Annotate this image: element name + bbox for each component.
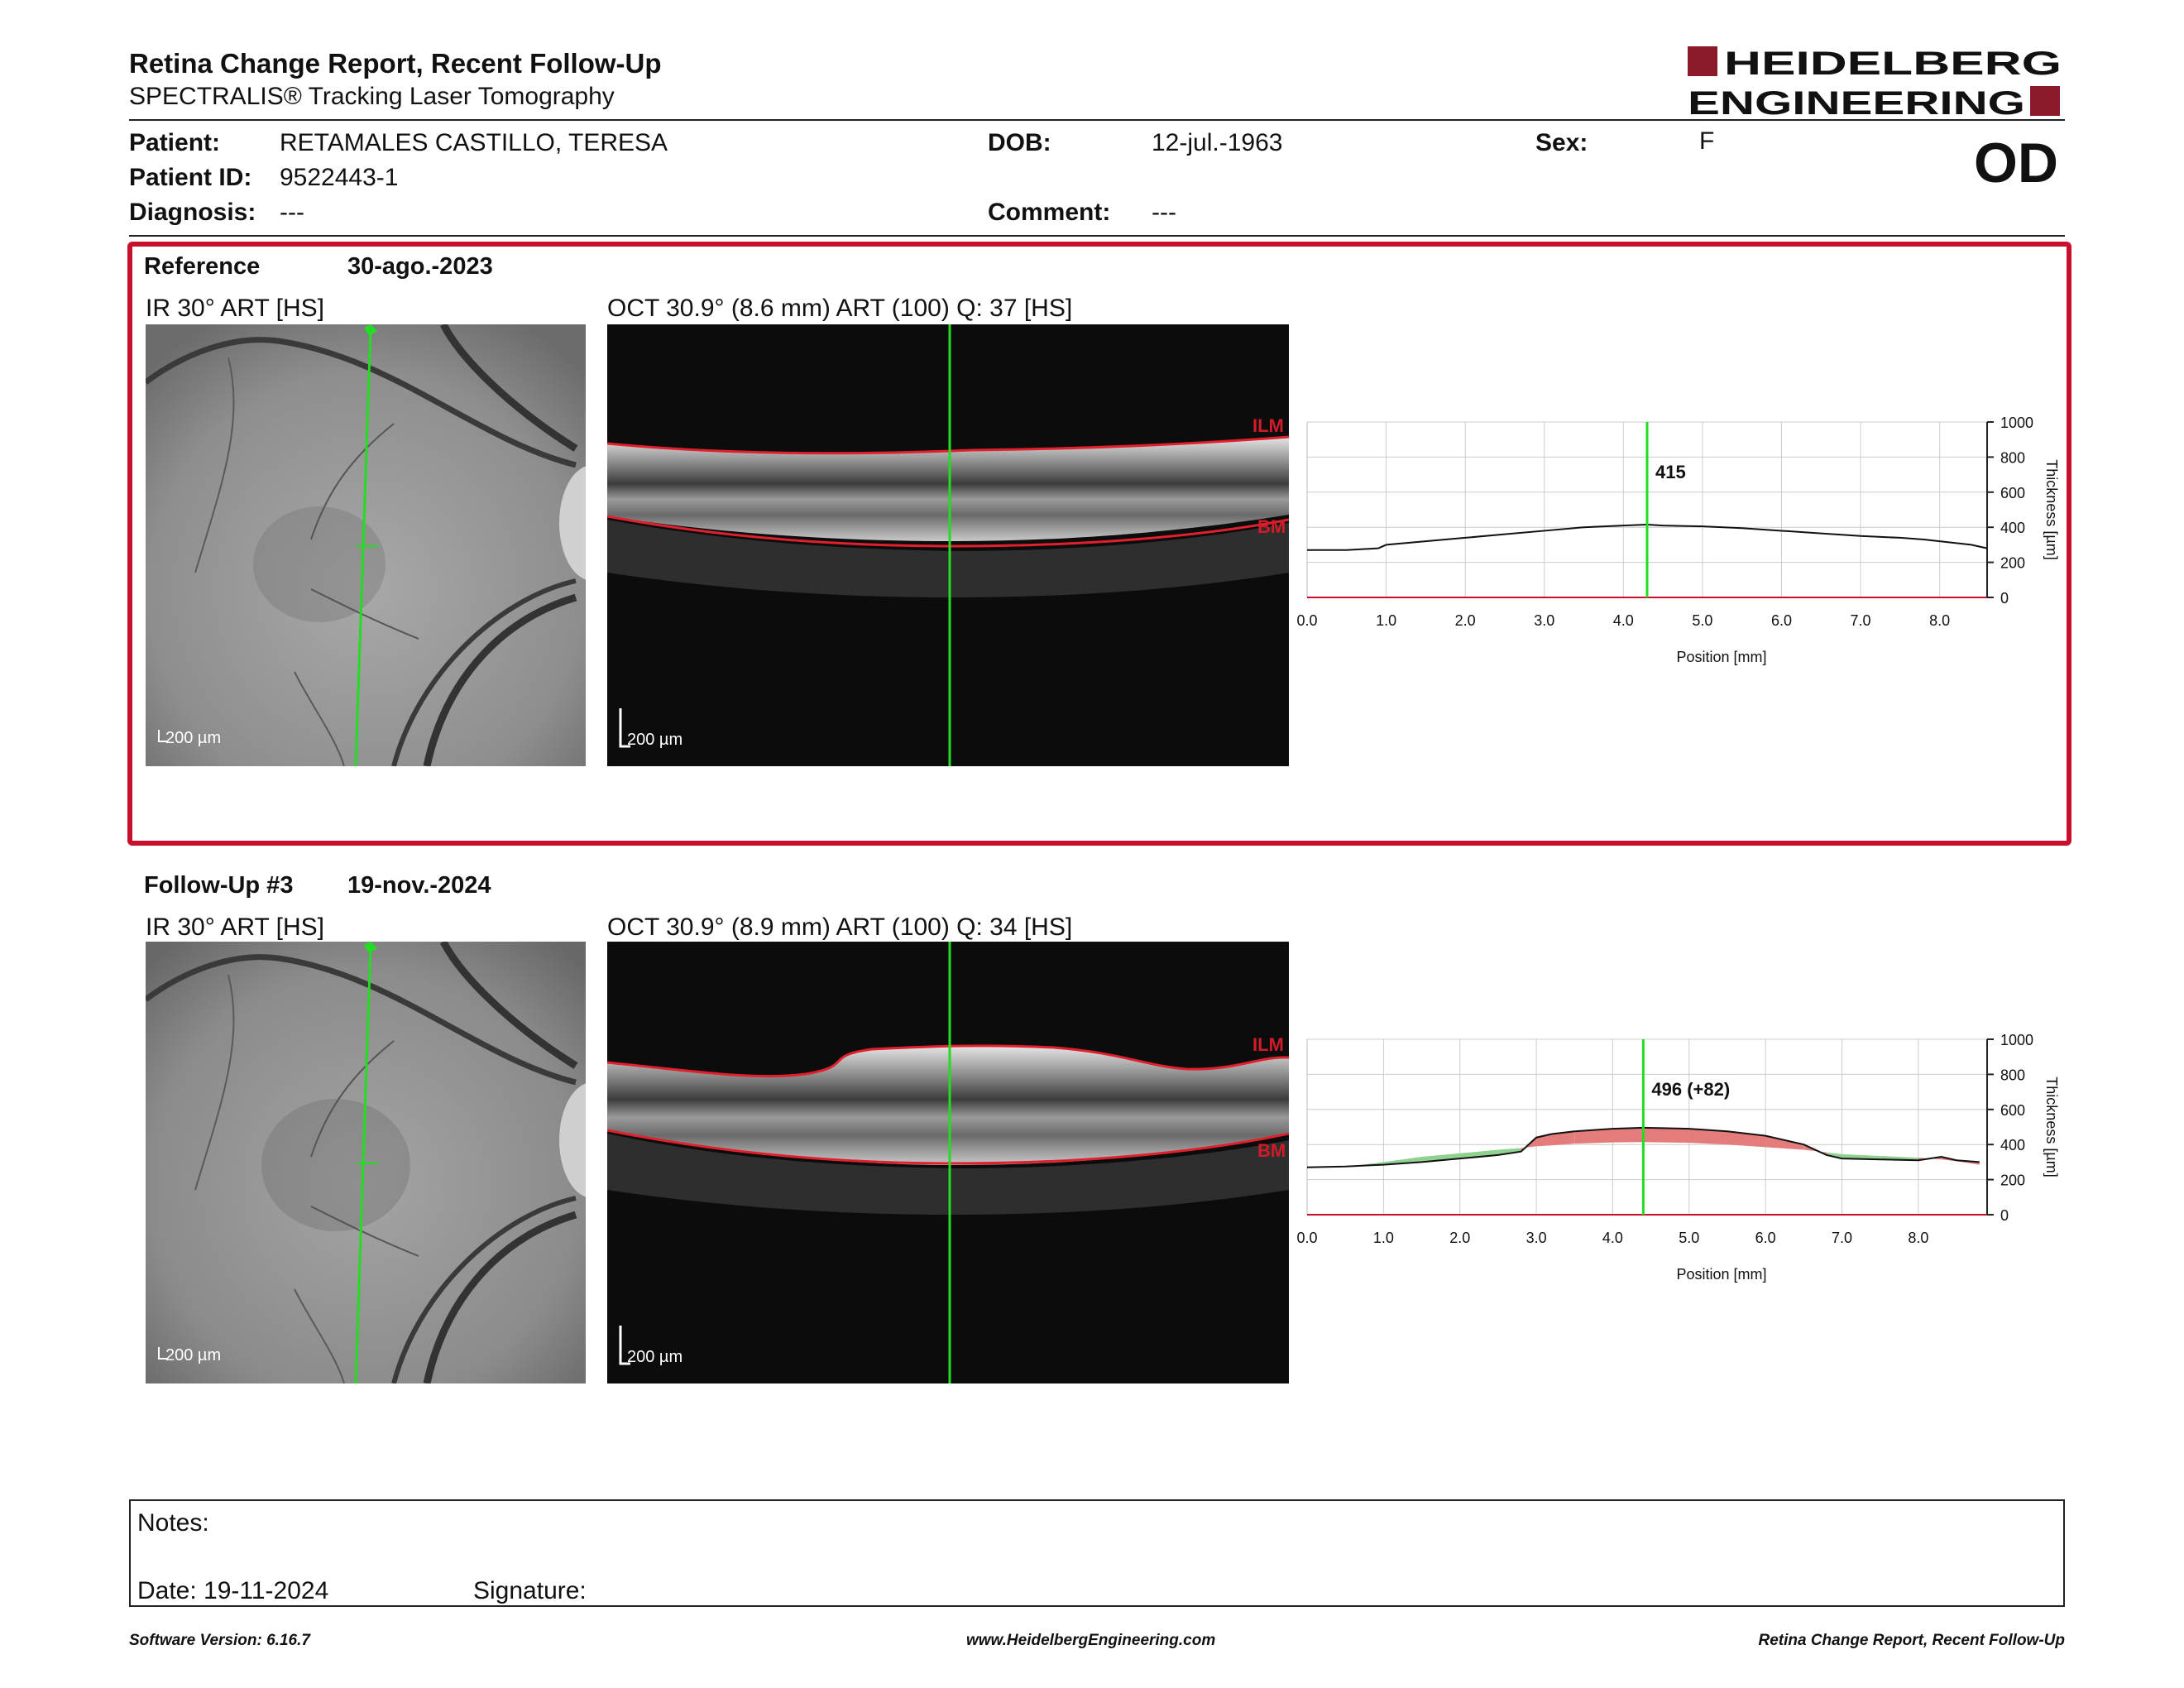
notes-box[interactable]: Notes: Date: 19-11-2024 Signature: [129, 1499, 2065, 1607]
y-tick-label: 600 [2000, 485, 2025, 501]
patient-name: RETAMALES CASTILLO, TERESA [280, 129, 668, 156]
x-tick-label: 1.0 [1373, 1230, 1394, 1246]
thickness-increase-area [1574, 1129, 1613, 1144]
x-tick-label: 2.0 [1455, 612, 1476, 629]
x-tick-label: 3.0 [1526, 1230, 1547, 1246]
brand-line1: HEIDELBERG [1724, 46, 2062, 82]
x-tick-label: 1.0 [1376, 612, 1396, 629]
x-tick-label: 0.0 [1296, 612, 1317, 629]
thickness-decrease-area [1421, 1153, 1460, 1163]
x-tick-label: 2.0 [1449, 1230, 1470, 1246]
y-tick-label: 400 [2000, 1137, 2025, 1153]
followup-label: Follow-Up #3 [144, 872, 294, 899]
x-tick-label: 4.0 [1613, 612, 1634, 629]
x-tick-label: 0.0 [1296, 1230, 1317, 1246]
followup-bm-label: BM [1257, 1140, 1286, 1161]
reference-ir-scale-label: 200 µm [165, 729, 221, 747]
y-axis-label: Thickness [µm] [2043, 459, 2060, 559]
report-subtitle: SPECTRALIS® Tracking Laser Tomography [129, 83, 615, 110]
x-tick-label: 7.0 [1832, 1230, 1852, 1246]
y-tick-label: 200 [2000, 1172, 2025, 1189]
thickness-increase-area [1612, 1127, 1644, 1143]
x-tick-label: 6.0 [1755, 1230, 1776, 1246]
reference-oct-scale-label: 200 µm [627, 731, 682, 749]
x-axis-label: Position [mm] [1676, 649, 1766, 665]
report-title: Retina Change Report, Recent Follow-Up [129, 48, 662, 79]
thickness-increase-area [1765, 1135, 1804, 1150]
brand-line2: ENGINEERING [1688, 85, 2025, 117]
sex-value: F [1699, 127, 1715, 155]
followup-oct-title: OCT 30.9° (8.9 mm) ART (100) Q: 34 [HS] [607, 914, 1073, 941]
heidelberg-logo: HEIDELBERG ENGINEERING [1688, 45, 2063, 122]
thickness-decrease-area [1459, 1149, 1498, 1159]
y-tick-label: 800 [2000, 1067, 2025, 1083]
cursor-thickness-label: 496 (+82) [1651, 1079, 1730, 1100]
thickness-decrease-area [1497, 1148, 1521, 1155]
y-axis-label: Thickness [µm] [2043, 1077, 2060, 1177]
followup-thickness-chart: 0 200 400 600 800 1000 0.0 1.0 2.0 3.0 4.0 5.0 6.0 7.… [1291, 1023, 2085, 1304]
followup-oct-bscan-image: ILM BM 200 µm [607, 942, 1289, 1383]
sex-label: Sex: [1535, 129, 1588, 156]
footer-report-name: Retina Change Report, Recent Follow-Up [1758, 1632, 2065, 1649]
thickness-increase-area [1688, 1129, 1727, 1145]
reference-frame [127, 242, 2071, 846]
dob-value: 12-jul.-1963 [1152, 129, 1283, 156]
patient-divider [129, 235, 2065, 237]
diagnosis-value: --- [280, 199, 304, 226]
eye-indicator: OD [1974, 132, 2058, 194]
reference-oct-bscan-image: ILM BM 200 µm [607, 324, 1289, 766]
y-tick-label: 1000 [2000, 415, 2033, 431]
reference-ir-title: IR 30° ART [HS] [146, 295, 324, 322]
x-axis-label: Position [mm] [1676, 1266, 1766, 1283]
signature-label: Signature: [473, 1577, 587, 1604]
x-tick-label: 8.0 [1929, 612, 1950, 629]
thickness-profile-line [1307, 524, 1988, 551]
reference-oct-title: OCT 30.9° (8.6 mm) ART (100) Q: 37 [HS] [607, 295, 1073, 322]
thickness-increase-area [1643, 1127, 1689, 1144]
footer-software-version: Software Version: 6.16.7 [129, 1632, 310, 1649]
cursor-thickness-label: 415 [1655, 462, 1686, 482]
patient-id: 9522443-1 [280, 164, 399, 191]
y-tick-label: 400 [2000, 520, 2025, 536]
reference-date: 30-ago.-2023 [347, 253, 493, 280]
x-tick-label: 6.0 [1771, 612, 1792, 629]
report-date: Date: 19-11-2024 [137, 1577, 329, 1604]
reference-bm-label: BM [1257, 516, 1286, 537]
followup-oct-scale-label: 200 µm [627, 1348, 682, 1366]
footer-website[interactable]: www.HeidelbergEngineering.com [966, 1632, 1216, 1649]
diagnosis-label: Diagnosis: [129, 199, 256, 226]
reference-ir-fundus-image: 200 µm [146, 324, 586, 766]
y-tick-label: 1000 [2000, 1032, 2033, 1048]
notes-label: Notes: [137, 1509, 209, 1537]
dob-label: DOB: [988, 129, 1051, 156]
followup-ir-fundus-image: 200 µm [146, 942, 586, 1383]
reference-label: Reference [144, 253, 261, 280]
thickness-increase-area [1803, 1144, 1827, 1155]
followup-ilm-label: ILM [1252, 1034, 1284, 1055]
y-tick-label: 800 [2000, 449, 2025, 466]
comment-label: Comment: [988, 199, 1111, 226]
y-tick-label: 0 [2000, 1207, 2009, 1224]
followup-ir-title: IR 30° ART [HS] [146, 914, 324, 941]
x-tick-label: 5.0 [1679, 1230, 1699, 1246]
thickness-decrease-area [1345, 1162, 1384, 1168]
reference-ilm-label: ILM [1252, 415, 1284, 436]
header-divider [129, 119, 2065, 121]
patient-label: Patient: [129, 129, 221, 156]
followup-ir-scale-label: 200 µm [165, 1346, 221, 1364]
x-tick-label: 4.0 [1602, 1230, 1623, 1246]
x-tick-label: 7.0 [1851, 612, 1871, 629]
comment-value: --- [1152, 199, 1176, 226]
x-tick-label: 8.0 [1908, 1230, 1928, 1246]
y-tick-label: 200 [2000, 555, 2025, 572]
x-tick-label: 5.0 [1692, 612, 1712, 629]
x-tick-label: 3.0 [1534, 612, 1554, 629]
y-tick-label: 600 [2000, 1102, 2025, 1119]
reference-thickness-chart: 0 200 400 600 800 1000 0.0 1.0 2.0 3.0 4.0 5.0 6.0 7.… [1291, 405, 2085, 687]
patient-id-label: Patient ID: [129, 164, 252, 191]
thickness-increase-area [1551, 1131, 1575, 1146]
y-tick-label: 0 [2000, 590, 2009, 607]
followup-date: 19-nov.-2024 [347, 872, 491, 899]
